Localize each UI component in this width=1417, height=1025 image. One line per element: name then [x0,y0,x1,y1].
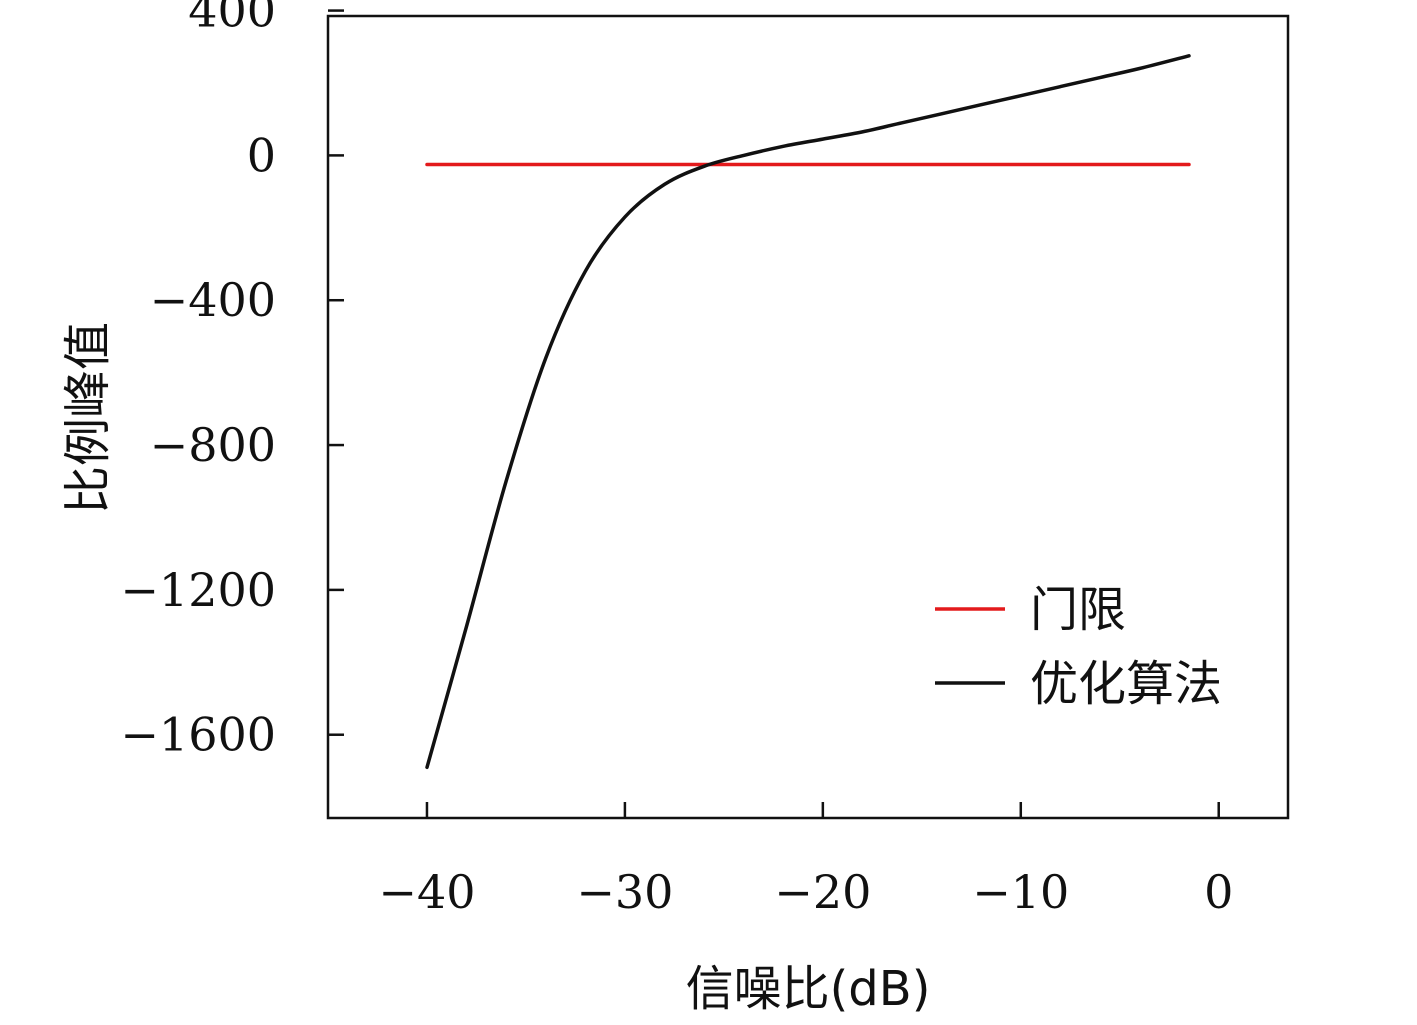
plot-frame [326,14,1290,820]
x-tick-label: −40 [378,865,475,919]
y-tick-label: −400 [150,273,276,327]
x-tick-label: −20 [774,865,871,919]
x-axis: −40 −30 −20 −10 0 [378,802,1233,919]
y-axis: 400 0 −400 −800 −1200 −1600 [120,0,344,762]
legend-label-0: 门限 [1030,582,1126,638]
series-layer [425,54,1191,770]
legend-label-1: 优化算法 [1030,656,1222,712]
x-axis-label: 信噪比(dB) [686,961,931,1017]
x-tick-label: −30 [576,865,673,919]
x-tick-label: −10 [972,865,1069,919]
x-tick-label: 0 [1204,865,1233,919]
y-tick-label: 0 [247,128,276,182]
y-tick-label: −800 [150,418,276,472]
y-tick-label: 400 [188,0,276,38]
y-tick-label: −1600 [120,708,276,762]
y-axis-label: 比例峰值 [60,322,116,514]
y-tick-label: −1200 [120,563,276,617]
series-line-1 [425,54,1191,770]
